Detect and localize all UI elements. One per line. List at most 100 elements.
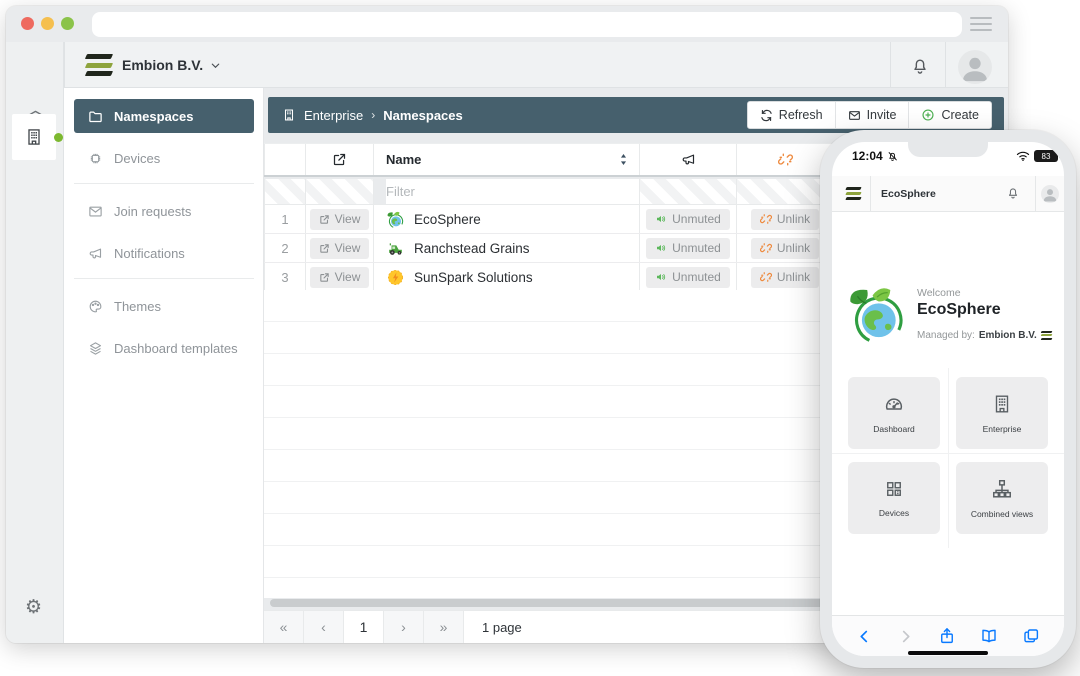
header-divider	[64, 42, 65, 88]
view-cell: View	[306, 263, 374, 291]
settings-gear-button[interactable]: ⚙	[25, 598, 42, 617]
managed-by-row: Managed by: Embion B.V.	[917, 330, 1053, 341]
sidebar-divider	[74, 278, 254, 279]
tabs-icon[interactable]	[1022, 627, 1040, 645]
sort-icon[interactable]	[618, 153, 629, 166]
prev-page-button[interactable]: ‹	[304, 611, 344, 643]
sitemap-icon	[993, 479, 1011, 498]
speaker-icon	[657, 245, 666, 251]
tractor-icon	[389, 242, 402, 255]
megaphone-icon	[682, 154, 694, 165]
sidebar-nav	[64, 88, 264, 643]
filter-name-cell	[374, 179, 640, 204]
phone-grid-divider	[832, 453, 1064, 454]
namespace-name[interactable]: SunSpark Solutions	[414, 269, 533, 285]
view-label: View	[334, 270, 361, 284]
unmuted-button[interactable]: Unmuted	[646, 208, 730, 230]
phone-notch	[908, 142, 988, 157]
next-page-button[interactable]: ›	[384, 611, 424, 643]
filter-disabled-cell	[264, 179, 306, 204]
notifications-bell-button[interactable]	[910, 56, 930, 76]
refresh-button[interactable]: Refresh	[747, 102, 836, 128]
filter-disabled-cell	[737, 179, 834, 204]
browser-window: Embion B.V.	[6, 6, 1008, 643]
sidebar-item-namespaces[interactable]: Namespaces	[74, 99, 254, 133]
first-page-button[interactable]: «	[264, 611, 304, 643]
card-dashboard[interactable]: Dashboard	[848, 377, 940, 449]
unlink-button[interactable]: Unlink	[750, 266, 820, 288]
browser-menu-icon[interactable]	[970, 17, 992, 31]
building-icon	[995, 395, 1009, 412]
card-combined-views[interactable]: Combined views	[956, 462, 1048, 534]
current-page-button[interactable]: 1	[344, 611, 384, 643]
url-bar[interactable]	[92, 12, 962, 37]
create-label: Create	[941, 108, 979, 122]
namespace-name[interactable]: EcoSphere	[414, 211, 481, 227]
traffic-close-button[interactable]	[21, 17, 34, 30]
traffic-minimize-button[interactable]	[41, 17, 54, 30]
view-button[interactable]: View	[309, 208, 370, 230]
phone-appbar-divider	[1035, 176, 1036, 212]
unlink-button[interactable]: Unlink	[750, 208, 820, 230]
sidebar-item-label: Join requests	[114, 203, 192, 219]
view-button[interactable]: View	[309, 266, 370, 288]
breadcrumb-root[interactable]: Enterprise	[304, 107, 364, 123]
user-avatar[interactable]	[958, 50, 992, 84]
palette-icon	[89, 300, 102, 312]
unlink-icon	[759, 214, 772, 224]
unlink-icon	[759, 272, 772, 282]
create-button[interactable]: Create	[909, 102, 991, 128]
rail-item-enterprise[interactable]	[12, 114, 56, 160]
phone-user-avatar[interactable]	[1041, 185, 1059, 203]
share-icon[interactable]	[938, 627, 956, 645]
sidebar-item-devices[interactable]: Devices	[74, 141, 254, 175]
home-indicator[interactable]	[908, 651, 988, 655]
unlink-icon	[759, 243, 772, 253]
back-button[interactable]	[856, 628, 873, 645]
sidebar-item-join-requests[interactable]: Join requests	[74, 194, 254, 228]
page-count-label: 1 page	[482, 619, 522, 635]
manager-name: Embion B.V.	[978, 330, 1037, 341]
unmuted-button[interactable]: Unmuted	[646, 237, 730, 259]
name-filter-input[interactable]	[386, 179, 639, 204]
external-link-icon	[319, 214, 329, 224]
filter-disabled-cell	[640, 179, 737, 204]
name-cell: SunSpark Solutions	[374, 263, 640, 291]
card-enterprise[interactable]: Enterprise	[956, 377, 1048, 449]
traffic-zoom-button[interactable]	[61, 17, 74, 30]
envelope-icon	[848, 110, 860, 120]
ecosphere-logo-icon	[387, 211, 404, 228]
unlink-button[interactable]: Unlink	[750, 237, 820, 259]
last-page-button[interactable]: »	[424, 611, 464, 643]
header-name-cell[interactable]: Name	[374, 144, 640, 175]
invite-button[interactable]: Invite	[835, 102, 910, 128]
embion-logo-icon[interactable]	[845, 187, 862, 200]
bookmarks-icon[interactable]	[980, 627, 998, 645]
namespace-name[interactable]: Ranchstead Grains	[414, 240, 530, 256]
sidebar-item-label: Dashboard templates	[114, 340, 238, 356]
sidebar-item-notifications[interactable]: Notifications	[74, 236, 254, 270]
unlink-label: Unlink	[776, 212, 811, 226]
org-switcher[interactable]: Embion B.V.	[122, 57, 221, 73]
unmuted-button[interactable]: Unmuted	[646, 266, 730, 288]
breadcrumb-current: Namespaces	[383, 107, 463, 123]
app-header	[6, 42, 1008, 88]
welcome-namespace-name: EcoSphere	[917, 301, 1001, 318]
sun-icon	[387, 269, 404, 285]
horizontal-scrollbar[interactable]	[270, 599, 1000, 607]
phone-mockup: 12:04 83 EcoSphere	[820, 130, 1076, 668]
refresh-icon	[761, 109, 772, 121]
phone-app-title: EcoSphere	[881, 188, 936, 200]
card-devices[interactable]: Devices	[848, 462, 940, 534]
next-page-icon: ›	[401, 619, 406, 635]
phone-bell-button[interactable]	[1006, 186, 1020, 200]
phone-clock: 12:04	[852, 149, 883, 163]
welcome-greeting: Welcome	[917, 287, 961, 299]
view-button[interactable]: View	[309, 237, 370, 259]
sidebar-item-dashboard-templates[interactable]: Dashboard templates	[74, 331, 254, 365]
filter-disabled-cell	[306, 179, 374, 204]
header-divider	[890, 42, 891, 88]
sidebar-item-themes[interactable]: Themes	[74, 289, 254, 323]
forward-button[interactable]	[897, 628, 914, 645]
speaker-icon	[657, 216, 666, 222]
